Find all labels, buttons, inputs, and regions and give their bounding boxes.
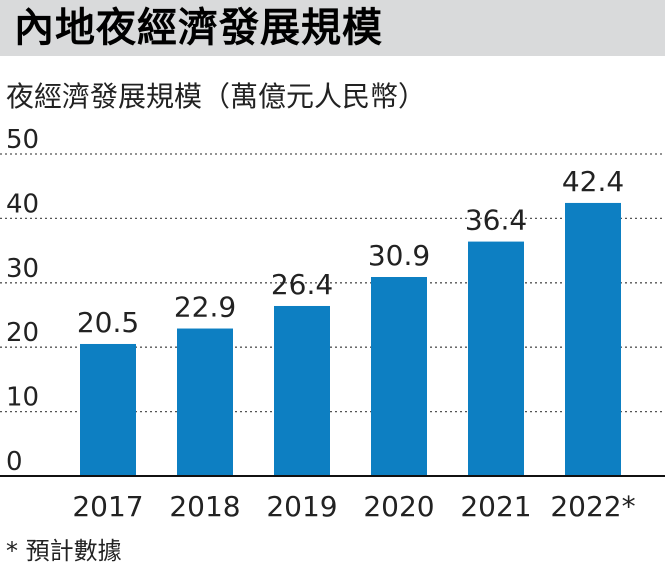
bar <box>80 343 136 476</box>
data-label: 30.9 <box>368 239 430 272</box>
y-tick-label: 20 <box>6 318 39 348</box>
y-tick-label: 0 <box>6 447 23 477</box>
data-label: 22.9 <box>174 291 236 324</box>
x-tick-label: 2020 <box>363 490 434 523</box>
x-tick-label: 2019 <box>266 490 337 523</box>
data-label: 26.4 <box>271 268 333 301</box>
bar <box>468 241 524 476</box>
y-tick-label: 10 <box>6 383 39 413</box>
bar <box>177 328 233 476</box>
x-tick-label: 2022* <box>550 490 635 523</box>
chart-title: 內地夜經濟發展規模 <box>14 5 383 51</box>
data-label: 42.4 <box>562 165 624 198</box>
x-tick-label: 2018 <box>169 490 240 523</box>
x-tick-label: 2021 <box>460 490 531 523</box>
y-tick-label: 50 <box>6 125 39 155</box>
data-label: 20.5 <box>77 306 139 339</box>
bar <box>274 305 330 476</box>
data-label: 36.4 <box>465 204 527 237</box>
bar <box>565 202 621 476</box>
bar <box>371 277 427 476</box>
y-tick-label: 40 <box>6 189 39 219</box>
footnote: * 預計數據 <box>6 537 122 565</box>
y-axis-label: 夜經濟發展規模（萬億元人民幣） <box>6 80 427 113</box>
y-tick-label: 30 <box>6 254 39 284</box>
title-band: 內地夜經濟發展規模 <box>0 0 665 56</box>
x-tick-label: 2017 <box>72 490 143 523</box>
